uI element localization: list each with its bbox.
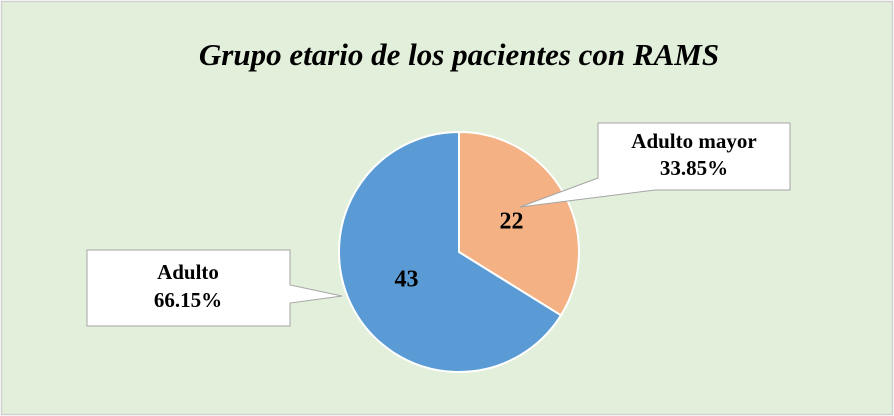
callout bbox=[86, 249, 343, 327]
category-label: Adulto bbox=[157, 260, 219, 284]
value-label: 43 bbox=[395, 267, 419, 293]
pie bbox=[338, 130, 580, 373]
chart-title: Grupo etario de los pacientes con RAMS bbox=[199, 37, 719, 72]
pie-slice bbox=[338, 130, 563, 373]
percent-label: 66.15% bbox=[154, 288, 222, 312]
percent-label: 33.85% bbox=[660, 156, 728, 180]
callout bbox=[519, 122, 791, 208]
value-label: 22 bbox=[499, 208, 523, 234]
category-label: Adulto mayor bbox=[631, 129, 756, 153]
